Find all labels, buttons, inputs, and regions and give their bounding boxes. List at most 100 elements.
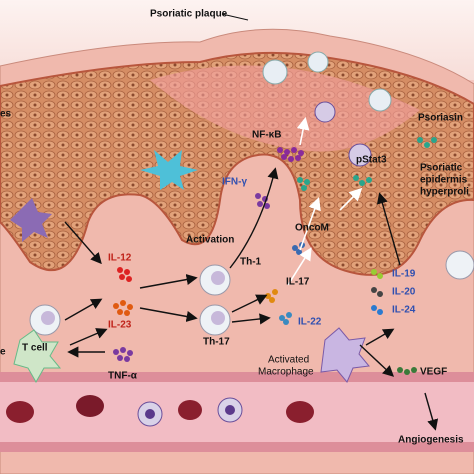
cytokines-part-part xyxy=(120,300,126,306)
cytokines-part-part xyxy=(124,269,130,275)
title: Psoriatic plaque xyxy=(150,9,228,20)
blood-vessel-part xyxy=(145,409,155,419)
cells-part xyxy=(320,327,370,383)
blood-vessel-part xyxy=(6,401,34,423)
cytokines-part-part xyxy=(264,203,270,209)
cytokines-part-part xyxy=(397,367,403,373)
label: Th-1 xyxy=(240,257,262,268)
cytokines xyxy=(113,137,437,375)
cytokines-part-part xyxy=(366,177,372,183)
cytokines-part-part xyxy=(359,180,365,186)
cytokines-part-part xyxy=(257,201,263,207)
cytokines-part-part xyxy=(371,305,377,311)
label: TNF-α xyxy=(108,371,138,382)
cytokines-part-part xyxy=(124,356,130,362)
arrows-part xyxy=(365,328,395,346)
cytokines-part-part xyxy=(297,177,303,183)
cytokines-part-part xyxy=(119,274,125,280)
blood-vessel xyxy=(0,372,474,452)
cytokines-part xyxy=(371,287,383,297)
cells-part xyxy=(41,311,55,325)
cells-part xyxy=(10,198,52,242)
cytokines-part-part xyxy=(117,267,123,273)
label: pStat3 xyxy=(356,155,387,166)
cytokines-part-part xyxy=(117,355,123,361)
cytokines-part-part xyxy=(301,185,307,191)
label: Activation xyxy=(186,235,234,246)
label: T cell xyxy=(22,343,48,354)
cytokines-part-part xyxy=(283,319,289,325)
label: IL-17 xyxy=(286,277,310,288)
label: Activated xyxy=(268,355,309,366)
arrows-part xyxy=(299,196,321,251)
cytokines-part-part xyxy=(277,147,283,153)
cytokines-part-part xyxy=(298,150,304,156)
label: es xyxy=(0,109,12,120)
arrows-part xyxy=(296,116,310,146)
cytokines-part-part xyxy=(295,155,301,161)
cytokines-part-part xyxy=(371,287,377,293)
arrows-part xyxy=(339,187,363,211)
arrows-part xyxy=(64,221,102,265)
cytokines-part-part xyxy=(404,369,410,375)
cytokines-part-part xyxy=(288,156,294,162)
arrows-part xyxy=(376,192,401,266)
label: e xyxy=(0,347,6,358)
cytokines-part xyxy=(113,347,133,362)
label: epidermis xyxy=(420,175,468,186)
cytokines-part-part xyxy=(304,179,310,185)
cells-part xyxy=(445,250,474,280)
label: Macrophage xyxy=(258,367,314,378)
label: NF-κB xyxy=(252,130,281,141)
label: IL-12 xyxy=(108,253,132,264)
cells-part xyxy=(368,88,392,112)
arrows-part xyxy=(139,307,198,323)
blood-vessel-part xyxy=(178,400,202,420)
cytokines-part-part xyxy=(269,297,275,303)
cells xyxy=(10,51,474,384)
cytokines-part xyxy=(277,147,304,162)
cytokines-part xyxy=(417,137,437,148)
label: hyperproli xyxy=(420,187,469,198)
cytokines-part-part xyxy=(424,142,430,148)
label: IFN-γ xyxy=(222,177,247,188)
blood-vessel-part xyxy=(286,401,314,423)
cells-part xyxy=(307,51,329,73)
cytokines-part xyxy=(117,267,132,282)
cytokines-part-part xyxy=(296,249,302,255)
cells-part xyxy=(262,59,288,85)
cytokines-part-part xyxy=(113,349,119,355)
arrows-part xyxy=(229,167,279,269)
labels: Psoriatic plaque es NF-κB Psoriasin Psor… xyxy=(0,9,469,446)
cytokines-part-part xyxy=(113,303,119,309)
cytokines-part-part xyxy=(117,309,123,315)
cytokines-part-part xyxy=(279,315,285,321)
cytokines-part-part xyxy=(377,273,383,279)
cells-part xyxy=(211,311,225,325)
arrows-part xyxy=(139,273,198,289)
cytokines-part-part xyxy=(127,304,133,310)
cytokines-part-part xyxy=(255,193,261,199)
cytokines-part xyxy=(371,269,383,279)
arrows-part xyxy=(424,392,439,431)
cells-part xyxy=(140,150,198,190)
label: IL-19 xyxy=(392,269,416,280)
label: Angiogenesis xyxy=(398,435,464,446)
blood-vessel-part xyxy=(76,395,104,417)
label: Psoriasin xyxy=(418,113,463,124)
cytokines-part-part xyxy=(120,347,126,353)
leader-line xyxy=(221,13,249,21)
label: Th-17 xyxy=(203,337,230,348)
cytokines-part-part xyxy=(272,289,278,295)
label: IL-20 xyxy=(392,287,416,298)
cytokines-part xyxy=(265,289,278,303)
cytokines-part xyxy=(113,300,133,316)
arrows-part xyxy=(231,294,268,313)
cytokines-part xyxy=(371,305,383,315)
cytokines-part-part xyxy=(431,137,437,143)
label: IL-23 xyxy=(108,320,132,331)
cytokines-part-part xyxy=(124,310,130,316)
cytokines-part-part xyxy=(417,137,423,143)
